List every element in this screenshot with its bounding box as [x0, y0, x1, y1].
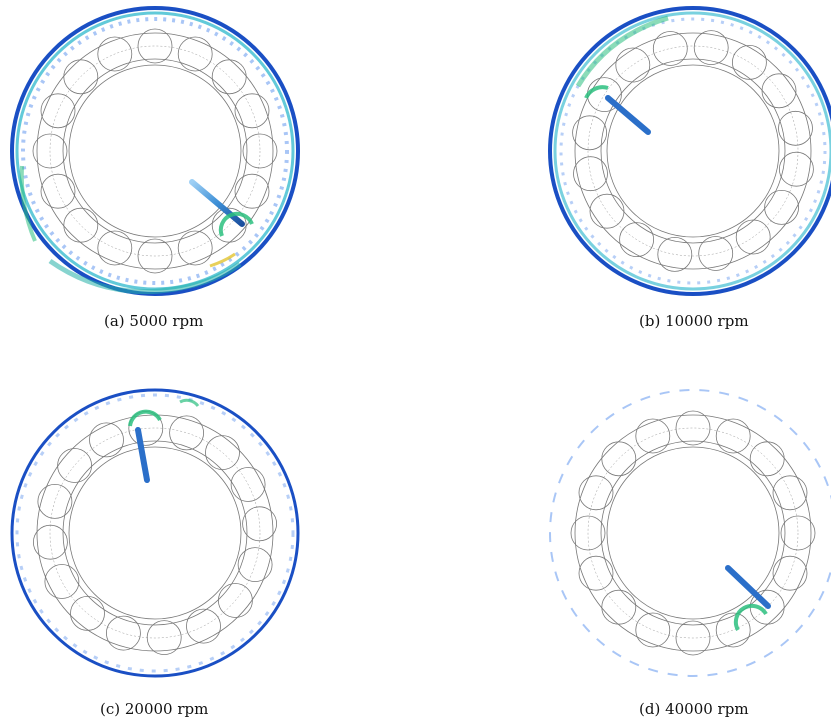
cage-inner-ring — [600, 58, 786, 244]
rolling-element — [242, 506, 278, 542]
rolling-element — [652, 31, 688, 66]
rolling-element — [764, 189, 800, 225]
rolling-element — [635, 612, 671, 648]
rolling-element — [693, 30, 729, 65]
rolling-element — [698, 236, 734, 271]
cage-outer-ring — [36, 414, 274, 652]
rolling-element — [715, 612, 751, 648]
bearing-contour-a — [10, 6, 300, 296]
rolling-element — [657, 236, 693, 272]
bearing-contour-b — [548, 6, 831, 296]
rolling-element — [572, 115, 607, 151]
rolling-element — [778, 110, 813, 146]
rolling-element — [211, 207, 247, 243]
probe-needle — [135, 427, 150, 483]
cage-outer-ring — [36, 32, 274, 270]
rolling-element — [570, 515, 606, 551]
inner-race — [606, 446, 780, 620]
rolling-element — [234, 173, 270, 209]
outer-film-ring — [549, 389, 831, 677]
inner-race — [68, 64, 242, 238]
rolling-element — [89, 422, 124, 458]
rolling-element — [177, 36, 213, 72]
rolling-element — [749, 441, 785, 477]
rolling-element — [731, 45, 767, 80]
caption-d: (d) 40000 rpm — [639, 700, 749, 718]
cage-outer-ring — [574, 32, 812, 270]
rolling-element — [578, 555, 614, 591]
cage-outer-ring — [574, 414, 812, 652]
cage-inner-ring — [62, 440, 248, 626]
rolling-element — [211, 59, 247, 95]
caption-a: (a) 5000 rpm — [104, 312, 204, 330]
rolling-element — [780, 515, 816, 551]
rolling-element — [772, 555, 808, 591]
rolling-element — [169, 415, 205, 451]
probe-needle — [189, 179, 245, 227]
outer-film-ring — [548, 6, 831, 296]
rolling-element — [573, 156, 608, 192]
rolling-element — [97, 36, 133, 72]
rolling-element — [137, 238, 173, 274]
rolling-element — [205, 435, 240, 470]
rolling-element — [230, 467, 266, 502]
rolling-element — [619, 222, 654, 258]
rolling-element — [57, 448, 92, 483]
rolling-element — [186, 608, 221, 644]
probe-needle — [725, 565, 771, 609]
inner-race — [606, 64, 780, 238]
rolling-element — [578, 475, 614, 511]
rolling-element — [97, 230, 133, 266]
panel-d — [548, 388, 831, 678]
rolling-element — [234, 93, 270, 129]
rolling-element — [63, 207, 99, 243]
rolling-element — [44, 564, 80, 599]
rolling-element — [146, 620, 182, 656]
rolling-element — [635, 418, 671, 454]
rolling-element — [237, 547, 273, 583]
caption-c: (c) 20000 rpm — [100, 700, 209, 718]
outer-film-ring — [10, 6, 300, 296]
rolling-element — [63, 59, 99, 95]
rolling-element — [242, 133, 278, 169]
rolling-element — [715, 418, 751, 454]
rolling-element — [735, 219, 771, 255]
rolling-element — [40, 173, 76, 209]
rolling-element — [601, 441, 637, 477]
rolling-element — [761, 73, 797, 109]
rolling-element — [37, 484, 73, 519]
cage-inner-ring — [600, 440, 786, 626]
rolling-element — [32, 133, 68, 169]
rolling-element — [40, 93, 76, 129]
rolling-element — [675, 410, 711, 446]
bearing-contour-d — [549, 389, 831, 677]
probe-needle — [605, 95, 651, 135]
rolling-element — [589, 193, 625, 229]
outer-film-ring — [10, 388, 300, 678]
rolling-element — [772, 475, 808, 511]
bearing-contour-c — [10, 388, 300, 678]
rolling-element — [70, 595, 105, 631]
rolling-element — [675, 620, 711, 656]
panel-b — [548, 6, 831, 296]
rolling-element — [137, 28, 173, 64]
panel-c — [10, 388, 300, 678]
rolling-element — [601, 589, 637, 625]
panel-a — [10, 6, 300, 296]
rolling-element — [217, 583, 253, 618]
rolling-element — [177, 230, 213, 266]
rolling-element — [106, 615, 141, 651]
cage-inner-ring — [62, 58, 248, 244]
rolling-element — [33, 524, 68, 560]
caption-b: (b) 10000 rpm — [639, 312, 749, 330]
rolling-element — [615, 47, 651, 83]
inner-race — [68, 446, 242, 620]
rolling-element — [778, 151, 814, 187]
